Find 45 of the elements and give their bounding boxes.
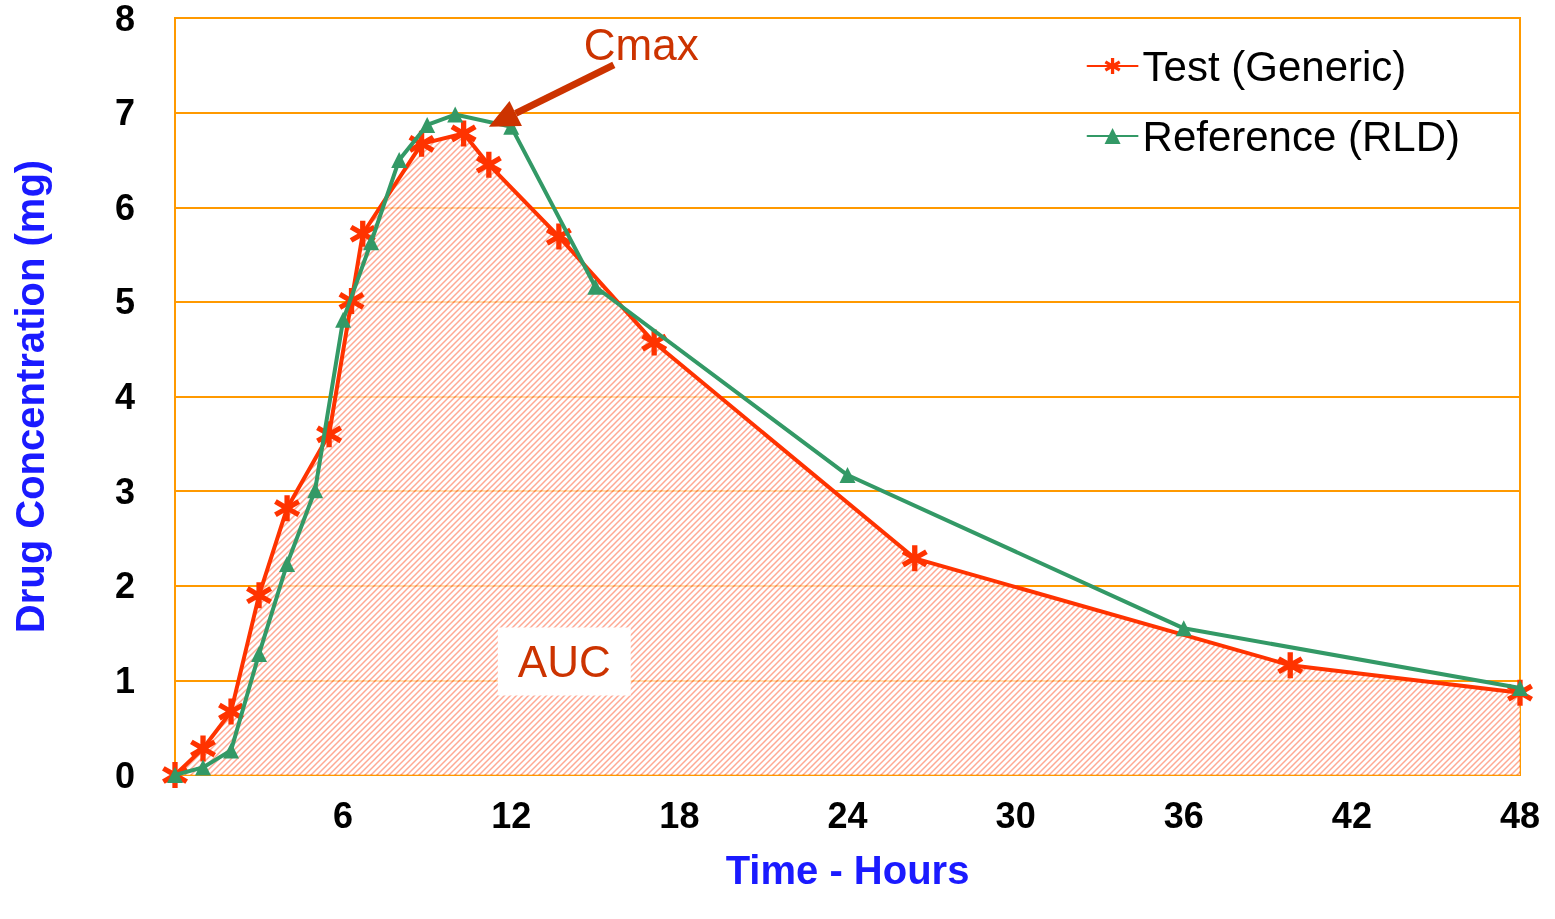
annotation: AUC	[517, 636, 611, 686]
point	[363, 234, 380, 251]
point	[274, 495, 301, 522]
point	[391, 151, 408, 168]
legend-label: Reference (RLD)	[1142, 112, 1461, 160]
y-tick-label: 0	[114, 754, 135, 796]
y-tick-label: 7	[114, 92, 135, 134]
point	[1175, 620, 1192, 637]
point	[450, 120, 477, 147]
y-tick-label: 2	[114, 565, 135, 607]
point	[279, 555, 296, 572]
point	[419, 116, 436, 133]
y-tick-label: 3	[114, 470, 135, 512]
point	[901, 545, 928, 572]
x-axis-title: Time - Hours	[725, 848, 970, 892]
y-tick-label: 5	[114, 281, 135, 323]
point	[545, 223, 572, 250]
x-tick-label: 6	[333, 794, 354, 836]
point	[839, 467, 856, 484]
point	[475, 151, 502, 178]
point	[218, 698, 245, 725]
x-tick-label: 12	[491, 794, 532, 836]
point	[335, 311, 352, 328]
y-tick-label: 4	[114, 376, 135, 417]
point	[1277, 652, 1304, 679]
y-tick-label: 1	[114, 659, 135, 701]
y-axis-title: Drug Concentration (mg)	[8, 159, 52, 634]
legend-label: Test (Generic)	[1142, 42, 1407, 90]
point	[587, 278, 604, 295]
point	[251, 645, 268, 662]
x-tick-label: 48	[1499, 794, 1541, 836]
x-tick-label: 36	[1163, 794, 1204, 836]
point	[246, 582, 273, 609]
point	[447, 106, 464, 123]
y-tick-label: 6	[114, 186, 135, 228]
x-tick-label: 24	[827, 794, 868, 836]
point	[307, 482, 324, 499]
y-tick-label: 8	[114, 0, 135, 39]
x-tick-label: 18	[659, 794, 700, 836]
annotation: Cmax	[583, 20, 699, 70]
point	[195, 759, 212, 776]
point	[190, 735, 217, 762]
point	[223, 742, 240, 759]
x-tick-label: 42	[1331, 794, 1372, 836]
x-tick-label: 30	[995, 794, 1036, 836]
